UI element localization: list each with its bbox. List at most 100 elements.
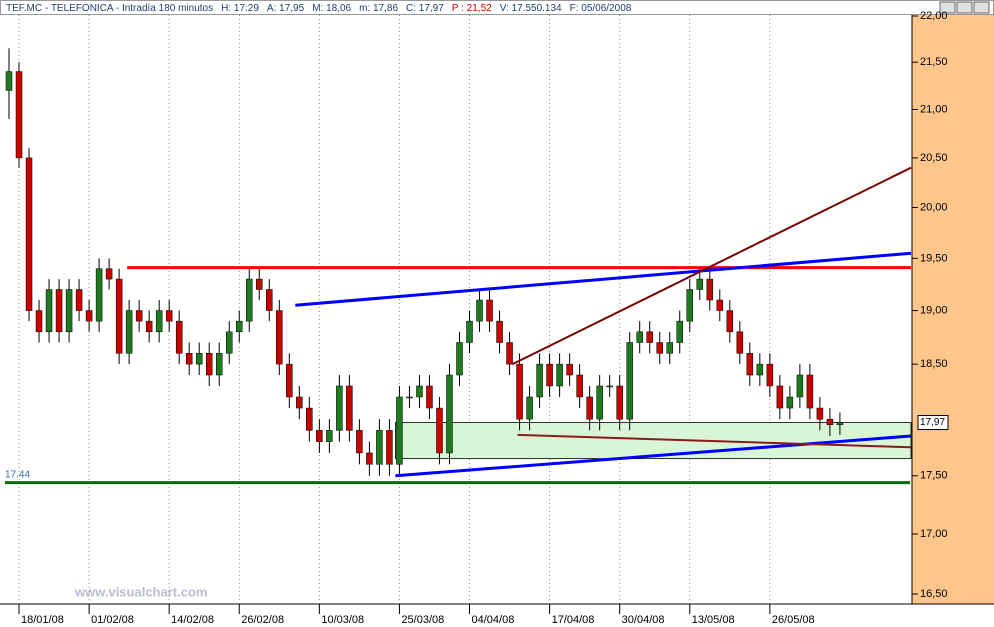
trend-line <box>395 434 912 478</box>
x-tick-label: 04/04/08 <box>472 614 515 626</box>
candle-body <box>15 71 23 159</box>
header-item: C: 17,97 <box>406 3 444 14</box>
candle-body <box>826 418 834 426</box>
header-item: A: 17,95 <box>267 3 305 14</box>
candle-body <box>466 320 473 343</box>
header-item: M: 18,06 <box>312 3 351 14</box>
candle-body <box>246 278 253 322</box>
candle-body <box>656 342 663 354</box>
level-label: 17.44 <box>5 469 30 480</box>
candle-body <box>376 430 383 465</box>
candle-body <box>426 385 433 409</box>
y-tick-label: 17,50 <box>920 470 948 482</box>
y-tick-label: 20,50 <box>920 152 948 164</box>
candle-body <box>696 278 704 290</box>
header-item: TEF.MC - TELEFONICA - Intradía 180 minut… <box>6 3 213 14</box>
header-item: m: 17,86 <box>359 3 398 14</box>
candle-body <box>606 385 613 388</box>
zone <box>395 422 912 460</box>
candle-body <box>496 320 503 343</box>
candle-body <box>25 157 33 311</box>
y-tick-label: 19,00 <box>920 304 948 316</box>
candle-body <box>326 430 333 442</box>
candle-body <box>215 353 223 376</box>
candle-body <box>626 342 633 420</box>
minimize-button[interactable] <box>939 1 956 14</box>
x-tick-label: 14/02/08 <box>171 614 214 626</box>
candle-body <box>316 430 323 442</box>
candle-body <box>746 353 754 376</box>
maximize-button[interactable] <box>956 1 973 14</box>
header-text: TEF.MC - TELEFONICA - Intradía 180 minut… <box>6 3 632 14</box>
x-tick-label: 10/03/08 <box>321 614 364 626</box>
price-axis-area <box>912 15 994 604</box>
candle-body <box>236 320 243 333</box>
candle-body <box>506 342 513 365</box>
x-tick-label: 01/02/08 <box>91 614 134 626</box>
candle-body <box>556 363 563 387</box>
candle-body <box>356 430 363 454</box>
candle-body <box>786 396 794 409</box>
candle-body <box>406 396 413 399</box>
y-tick-label: 17,00 <box>920 528 948 540</box>
candle-body <box>225 331 233 354</box>
candle-body <box>486 299 493 322</box>
x-tick-label: 17/04/08 <box>552 614 595 626</box>
header-item: P : 21,52 <box>452 3 492 14</box>
y-tick-label: 18,50 <box>920 358 948 370</box>
candle-body <box>716 299 724 311</box>
y-tick-label: 16,50 <box>920 588 948 600</box>
candle-body <box>636 331 643 343</box>
close-button[interactable] <box>973 1 990 14</box>
candle-body <box>276 310 283 365</box>
candle-body <box>416 385 423 398</box>
candle-body <box>35 310 43 333</box>
trend-line <box>517 433 912 449</box>
candle-body <box>676 320 683 343</box>
header-item: F: 05/06/2008 <box>570 3 632 14</box>
candle-body <box>686 289 694 322</box>
candle-body <box>115 278 123 354</box>
candle-body <box>5 71 13 91</box>
y-tick-label: 22,00 <box>920 10 948 22</box>
candle-body <box>306 407 313 431</box>
candle-body <box>105 268 113 280</box>
candle-body <box>726 310 734 333</box>
candle-body <box>336 385 343 431</box>
candle-body <box>266 289 273 311</box>
candle-body <box>195 353 203 365</box>
candle-body <box>586 396 593 420</box>
candle-body <box>145 320 153 333</box>
candle-body <box>256 278 263 290</box>
window-buttons[interactable] <box>939 1 990 14</box>
candle-body <box>205 353 213 376</box>
x-tick-label: 13/05/08 <box>692 614 735 626</box>
candle-body <box>616 385 623 420</box>
candle-body <box>45 289 53 333</box>
trend-line <box>512 166 912 366</box>
candle-body <box>286 363 293 398</box>
header-item: H: 17:29 <box>221 3 259 14</box>
candle-body <box>456 342 463 376</box>
candle-body <box>646 331 653 343</box>
candle-body <box>135 310 143 322</box>
candle-body <box>296 396 303 409</box>
candle-body <box>836 422 844 426</box>
candle-body <box>346 385 353 431</box>
candle-body <box>756 363 764 376</box>
x-tick-label: 18/01/08 <box>21 614 64 626</box>
candle-body <box>816 407 824 420</box>
trend-line <box>295 251 912 307</box>
candle-body <box>75 289 83 311</box>
candle-body <box>476 299 483 322</box>
candle-body <box>576 374 583 398</box>
candle-body <box>396 396 403 465</box>
last-price-box <box>917 415 949 431</box>
candle-body <box>796 374 804 398</box>
candle-body <box>736 331 744 354</box>
y-tick-label: 21,00 <box>920 103 948 115</box>
candle-body <box>95 268 103 322</box>
candle-body <box>55 289 63 333</box>
